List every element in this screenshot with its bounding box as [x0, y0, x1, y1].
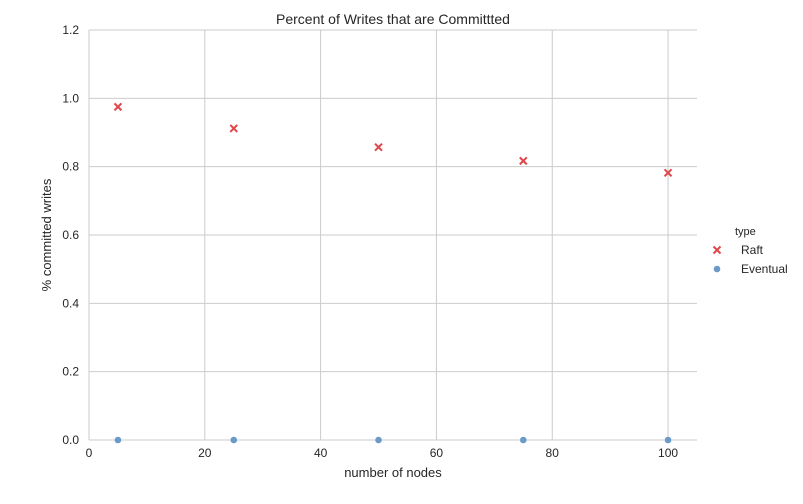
y-tick-label: 0.4 [62, 296, 79, 310]
x-tick-label: 0 [86, 446, 93, 460]
data-point-raft [374, 142, 383, 152]
x-tick-label: 80 [546, 446, 560, 460]
axes: 0.0 0.2 0.4 0.6 0.8 1.0 1.2 0 20 40 60 80 100 [62, 23, 697, 460]
data-point-raft [113, 102, 123, 112]
y-tick-label: 0.8 [62, 160, 79, 174]
x-tick-label: 60 [430, 446, 444, 460]
y-tick-label: 0.2 [62, 365, 79, 379]
legend-label-raft: Raft [741, 243, 764, 257]
x-tick-label: 20 [198, 446, 212, 460]
grid [88, 29, 697, 441]
data-point-eventual [664, 436, 672, 444]
data-points [113, 102, 673, 444]
y-tick-label: 0.6 [62, 228, 79, 242]
legend-marker-eventual [713, 265, 721, 273]
x-axis-label: number of nodes [344, 465, 442, 480]
x-tick-label: 100 [658, 446, 678, 460]
legend-title: type [735, 226, 756, 238]
y-tick-label: 0.0 [62, 433, 79, 447]
data-point-eventual [375, 436, 382, 444]
data-point-raft [519, 156, 528, 166]
data-point-raft [229, 124, 238, 133]
y-tick-label: 1.2 [62, 23, 79, 37]
legend-marker-raft [712, 245, 722, 255]
legend: type Raft Eventual [712, 226, 788, 276]
x-tick-label: 40 [314, 446, 328, 460]
y-axis-label: % committed writes [39, 178, 54, 291]
data-point-eventual [230, 436, 238, 444]
data-point-raft [663, 168, 673, 178]
chart-title: Percent of Writes that are Committted [276, 11, 510, 27]
data-point-eventual [519, 436, 527, 444]
data-point-eventual [114, 436, 122, 444]
legend-label-eventual: Eventual [741, 262, 788, 276]
y-tick-label: 1.0 [62, 91, 79, 105]
